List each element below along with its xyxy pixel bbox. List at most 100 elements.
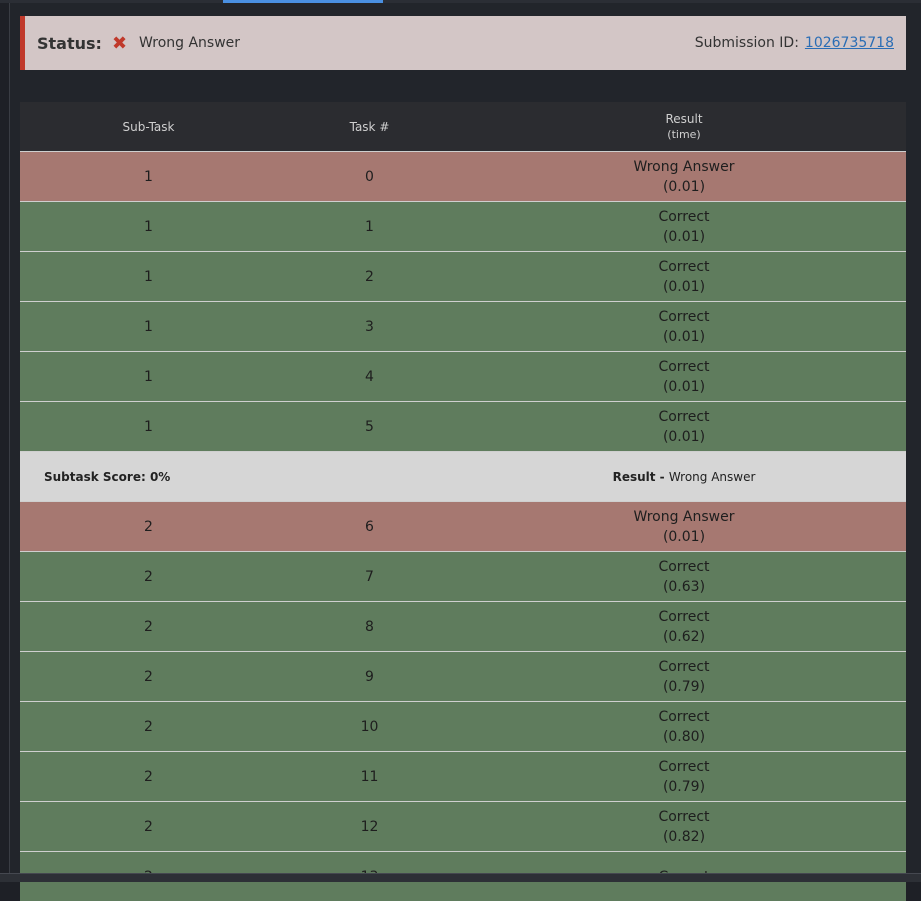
header-subtask: Sub-Task bbox=[122, 119, 175, 134]
result-time: (0.79) bbox=[662, 778, 706, 795]
result-time: (0.01) bbox=[662, 428, 706, 445]
header-task: Task # bbox=[349, 119, 390, 134]
header-time-label: (time) bbox=[667, 127, 701, 141]
active-tab-indicator[interactable] bbox=[223, 0, 383, 3]
result-time: (0.79) bbox=[662, 678, 706, 695]
table-header: Sub-Task Task # Result (time) bbox=[20, 102, 906, 151]
header-result: Result (time) bbox=[462, 111, 906, 143]
result-text: Correct bbox=[658, 558, 710, 575]
result-cell: Correct (0.01) bbox=[462, 257, 906, 297]
task-cell: 5 bbox=[365, 418, 374, 435]
table-row: 2 7 Correct (0.63) bbox=[20, 551, 906, 601]
table-row: 2 6 Wrong Answer (0.01) bbox=[20, 501, 906, 551]
result-text: Correct bbox=[658, 308, 710, 325]
table-row: 1 5 Correct (0.01) bbox=[20, 401, 906, 451]
task-cell: 9 bbox=[365, 668, 374, 685]
close-icon: ✖ bbox=[111, 32, 128, 54]
table-row: 2 11 Correct (0.79) bbox=[20, 751, 906, 801]
result-time: (0.63) bbox=[662, 578, 706, 595]
table-row: 2 12 Correct (0.82) bbox=[20, 801, 906, 851]
task-cell: 7 bbox=[365, 568, 374, 585]
subtask-cell: 1 bbox=[144, 368, 153, 385]
result-time: (0.01) bbox=[662, 178, 706, 195]
result-cell: Correct (0.01) bbox=[462, 357, 906, 397]
status-banner: Status: ✖ Wrong Answer Submission ID: 10… bbox=[20, 16, 906, 70]
result-text: Correct bbox=[658, 658, 710, 675]
results-table: Sub-Task Task # Result (time) 1 0 Wrong … bbox=[20, 102, 906, 901]
task-cell: 2 bbox=[365, 268, 374, 285]
result-cell: Correct (0.01) bbox=[462, 307, 906, 347]
result-text: Wrong Answer bbox=[633, 158, 735, 175]
table-row: 2 9 Correct (0.79) bbox=[20, 651, 906, 701]
result-cell: Correct (0.63) bbox=[462, 557, 906, 597]
result-time: (0.01) bbox=[662, 328, 706, 345]
subtask-cell: 2 bbox=[144, 518, 153, 535]
task-cell: 6 bbox=[365, 518, 374, 535]
horizontal-scrollbar[interactable] bbox=[0, 873, 921, 882]
result-time: (0.82) bbox=[662, 828, 706, 845]
status-value: Wrong Answer bbox=[139, 35, 241, 51]
subtask-cell: 1 bbox=[144, 168, 153, 185]
task-cell: 8 bbox=[365, 618, 374, 635]
subtask-cell: 2 bbox=[144, 618, 153, 635]
table-row: 1 2 Correct (0.01) bbox=[20, 251, 906, 301]
table-row: 1 4 Correct (0.01) bbox=[20, 351, 906, 401]
result-cell: Correct (0.79) bbox=[462, 657, 906, 697]
subtask-result-value: Wrong Answer bbox=[668, 469, 756, 484]
result-cell: Correct (0.82) bbox=[462, 807, 906, 847]
subtask-result: Result - Wrong Answer bbox=[462, 470, 906, 484]
result-cell: Correct (0.62) bbox=[462, 607, 906, 647]
subtask-cell: 2 bbox=[144, 818, 153, 835]
result-cell: Wrong Answer (0.01) bbox=[462, 157, 906, 197]
submission-id-label: Submission ID: bbox=[694, 35, 799, 51]
subtask-cell: 1 bbox=[144, 318, 153, 335]
result-text: Correct bbox=[658, 608, 710, 625]
subtask-summary-row: Subtask Score: 0% Result - Wrong Answer bbox=[20, 451, 906, 501]
result-time: (0.01) bbox=[662, 228, 706, 245]
result-text: Correct bbox=[658, 208, 710, 225]
subtask-cell: 2 bbox=[144, 568, 153, 585]
result-cell: Correct (0.80) bbox=[462, 707, 906, 747]
status-label: Status: bbox=[37, 33, 102, 53]
task-cell: 4 bbox=[365, 368, 374, 385]
task-cell: 12 bbox=[360, 818, 379, 835]
result-text: Wrong Answer bbox=[633, 508, 735, 525]
table-row: 2 8 Correct (0.62) bbox=[20, 601, 906, 651]
result-cell: Wrong Answer (0.01) bbox=[462, 507, 906, 547]
table-row: 1 3 Correct (0.01) bbox=[20, 301, 906, 351]
table-row: 1 0 Wrong Answer (0.01) bbox=[20, 151, 906, 201]
result-cell: Correct (0.79) bbox=[462, 757, 906, 797]
result-cell: Correct (0.01) bbox=[462, 207, 906, 247]
result-time: (0.01) bbox=[662, 378, 706, 395]
table-row: 1 1 Correct (0.01) bbox=[20, 201, 906, 251]
task-cell: 3 bbox=[365, 318, 374, 335]
subtask-cell: 2 bbox=[144, 718, 153, 735]
task-cell: 0 bbox=[365, 168, 374, 185]
subtask-result-label: Result - bbox=[612, 469, 669, 484]
result-text: Correct bbox=[658, 758, 710, 775]
result-text: Correct bbox=[658, 708, 710, 725]
subtask-cell: 1 bbox=[144, 268, 153, 285]
result-cell: Correct (0.01) bbox=[462, 407, 906, 447]
result-time: (0.01) bbox=[662, 528, 706, 545]
subtask-score: Subtask Score: 0% bbox=[44, 469, 171, 484]
submission-id-link[interactable]: 1026735718 bbox=[804, 35, 894, 51]
header-result-label: Result bbox=[665, 111, 703, 126]
subtask-cell: 1 bbox=[144, 218, 153, 235]
task-cell: 1 bbox=[365, 218, 374, 235]
result-time: (0.80) bbox=[662, 728, 706, 745]
result-time: (0.01) bbox=[662, 278, 706, 295]
subtask-cell: 1 bbox=[144, 418, 153, 435]
task-cell: 10 bbox=[360, 718, 379, 735]
task-cell: 11 bbox=[360, 768, 379, 785]
result-text: Correct bbox=[658, 408, 710, 425]
subtask-cell: 2 bbox=[144, 768, 153, 785]
submission-id: Submission ID: 1026735718 bbox=[695, 35, 894, 51]
result-text: Correct bbox=[658, 258, 710, 275]
top-tab-bar bbox=[0, 0, 921, 3]
result-text: Correct bbox=[658, 808, 710, 825]
result-time: (0.62) bbox=[662, 628, 706, 645]
table-row: 2 10 Correct (0.80) bbox=[20, 701, 906, 751]
subtask-cell: 2 bbox=[144, 668, 153, 685]
result-text: Correct bbox=[658, 358, 710, 375]
